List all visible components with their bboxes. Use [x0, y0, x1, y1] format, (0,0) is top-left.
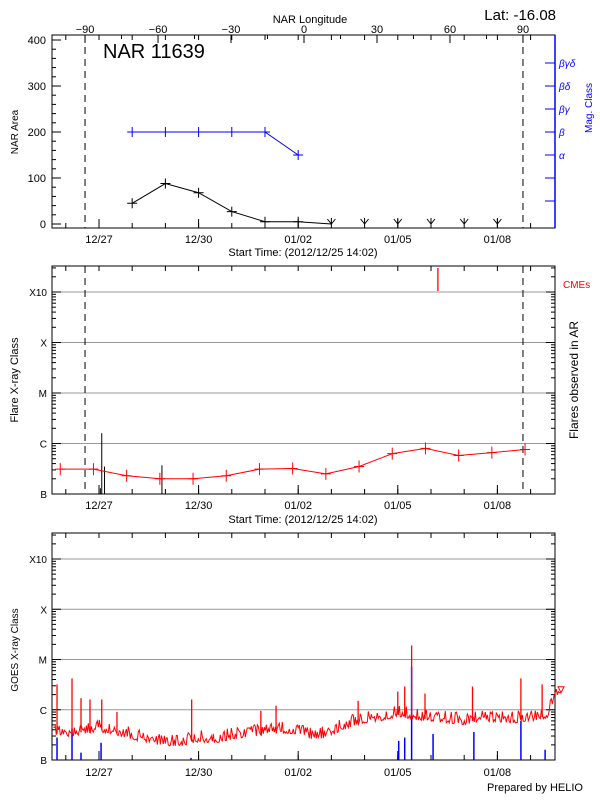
area-series-line: [131, 182, 332, 225]
flare-class-data-point: [55, 463, 66, 476]
panel1-y-tick-label: 300: [28, 81, 46, 93]
area-data-point: [226, 206, 237, 217]
panel2-x-tick-label: 12/30: [185, 500, 213, 512]
mag-class-data-point: [160, 127, 171, 137]
flare-class-data-point: [254, 463, 265, 476]
mag-class-data-point: [127, 127, 138, 137]
panel1-x-label: Start Time: (2012/12/25 14:02): [228, 247, 377, 259]
panel2-x-tick-label: 12/27: [85, 500, 113, 512]
longitude-tick-label: −60: [149, 24, 168, 36]
flare-class-data-point: [453, 449, 464, 462]
mag-class-data-point: [226, 127, 237, 137]
panel3-x-tick-label: 01/08: [484, 767, 512, 779]
flare-class-data-point: [188, 472, 199, 485]
panel3-x-tick-label: 12/27: [85, 767, 113, 779]
area-data-point: [193, 187, 204, 198]
panel3-y-tick-label: X: [40, 605, 47, 616]
panel1-title: NAR 11639: [103, 41, 205, 63]
panel1-x-tick-label: 01/08: [484, 234, 512, 246]
mag-class-data-point: [259, 127, 270, 137]
area-data-point: [160, 178, 171, 189]
area-arrow-marker: [492, 218, 502, 225]
panel3-x-tick-label: 01/05: [384, 767, 412, 779]
flare-class-data-point: [420, 442, 431, 455]
flare-class-data-point: [88, 463, 99, 476]
flare-class-data-point: [320, 467, 331, 480]
panel3-x-tick-label: 12/30: [185, 767, 213, 779]
panel2-x-tick-label: 01/05: [384, 500, 412, 512]
panel3-y-tick-label: C: [40, 706, 47, 717]
panel2-x-tick-label: 01/02: [284, 500, 312, 512]
panel1-y-tick-label: 100: [28, 173, 46, 185]
top-x-axis-label: NAR Longitude: [273, 14, 348, 26]
panel2-plot-frame: [51, 265, 556, 495]
panel3-y-label: GOES X-ray Class: [10, 608, 21, 691]
mag-class-tick-label: α: [559, 151, 565, 162]
area-arrow-marker: [426, 218, 436, 225]
panel1-y-tick-label: 0: [40, 219, 46, 231]
panel1-x-tick-label: 12/30: [185, 234, 213, 246]
panel3-y-tick-label: B: [40, 756, 47, 767]
area-data-point: [293, 216, 304, 227]
flare-class-data-point: [287, 462, 298, 475]
longitude-tick-label: 30: [371, 24, 383, 36]
panel1-y2-label: Mag. Class: [584, 83, 595, 133]
mag-class-data-point: [293, 150, 304, 160]
longitude-tick-label: 60: [444, 24, 456, 36]
footer-credit: Prepared by HELIO: [487, 782, 583, 794]
panel2-y2-label: Flares observed in AR: [567, 321, 581, 439]
mag-class-tick-label: βγ: [558, 105, 571, 116]
mag-class-data-point: [193, 127, 204, 137]
goes-flux-series-line: [53, 688, 561, 747]
panel1-x-tick-label: 01/05: [384, 234, 412, 246]
panel1-x-tick-label: 01/02: [284, 234, 312, 246]
longitude-tick-label: 90: [517, 24, 529, 36]
area-arrow-marker: [360, 218, 369, 225]
area-arrow-marker: [326, 218, 336, 225]
panel1-y-label: NAR Area: [10, 109, 21, 154]
longitude-tick-label: −90: [76, 24, 95, 36]
panel1-x-tick-label: 12/27: [85, 234, 113, 246]
flare-class-data-point: [354, 460, 365, 473]
area-data-point: [127, 198, 138, 209]
flare-class-data-point: [221, 469, 232, 482]
area-data-point: [259, 216, 270, 227]
panel2-y-tick-label: X10: [29, 288, 47, 299]
panel1-y-tick-label: 400: [28, 35, 46, 47]
longitude-tick-label: −30: [222, 24, 241, 36]
panel3-y-tick-label: X10: [29, 555, 47, 566]
mag-class-tick-label: β: [558, 128, 565, 139]
panel1-y-tick-label: 200: [28, 127, 46, 139]
cme-label: CMEs: [563, 280, 590, 291]
goes-end-marker: [557, 686, 565, 694]
lat-label: Lat: -16.08: [484, 7, 556, 24]
mag-class-tick-label: βγδ: [558, 59, 576, 70]
flare-class-data-point: [154, 472, 165, 485]
flare-class-data-point: [387, 447, 398, 460]
panel2-y-label: Flare X-ray Class: [9, 337, 21, 422]
longitude-tick-label: 0: [301, 24, 307, 36]
flare-class-data-point: [486, 446, 497, 459]
mag-class-series-line: [132, 131, 299, 156]
panel2-x-label: Start Time: (2012/12/25 14:02): [228, 514, 377, 526]
area-arrow-marker: [393, 218, 403, 225]
panel2-x-tick-label: 01/08: [484, 500, 512, 512]
flare-class-data-point: [520, 443, 531, 456]
panel3-plot-frame: [51, 532, 556, 761]
panel2-y-tick-label: B: [40, 490, 47, 501]
panel2-y-tick-label: X: [40, 339, 47, 350]
mag-class-tick-label: βδ: [558, 82, 571, 93]
panel2-y-tick-label: C: [40, 440, 47, 451]
panel3-x-tick-label: 01/02: [284, 767, 312, 779]
area-arrow-marker: [459, 218, 469, 225]
panel2-y-tick-label: M: [39, 389, 47, 400]
panel3-y-tick-label: M: [39, 656, 47, 667]
flare-class-data-point: [121, 469, 132, 482]
